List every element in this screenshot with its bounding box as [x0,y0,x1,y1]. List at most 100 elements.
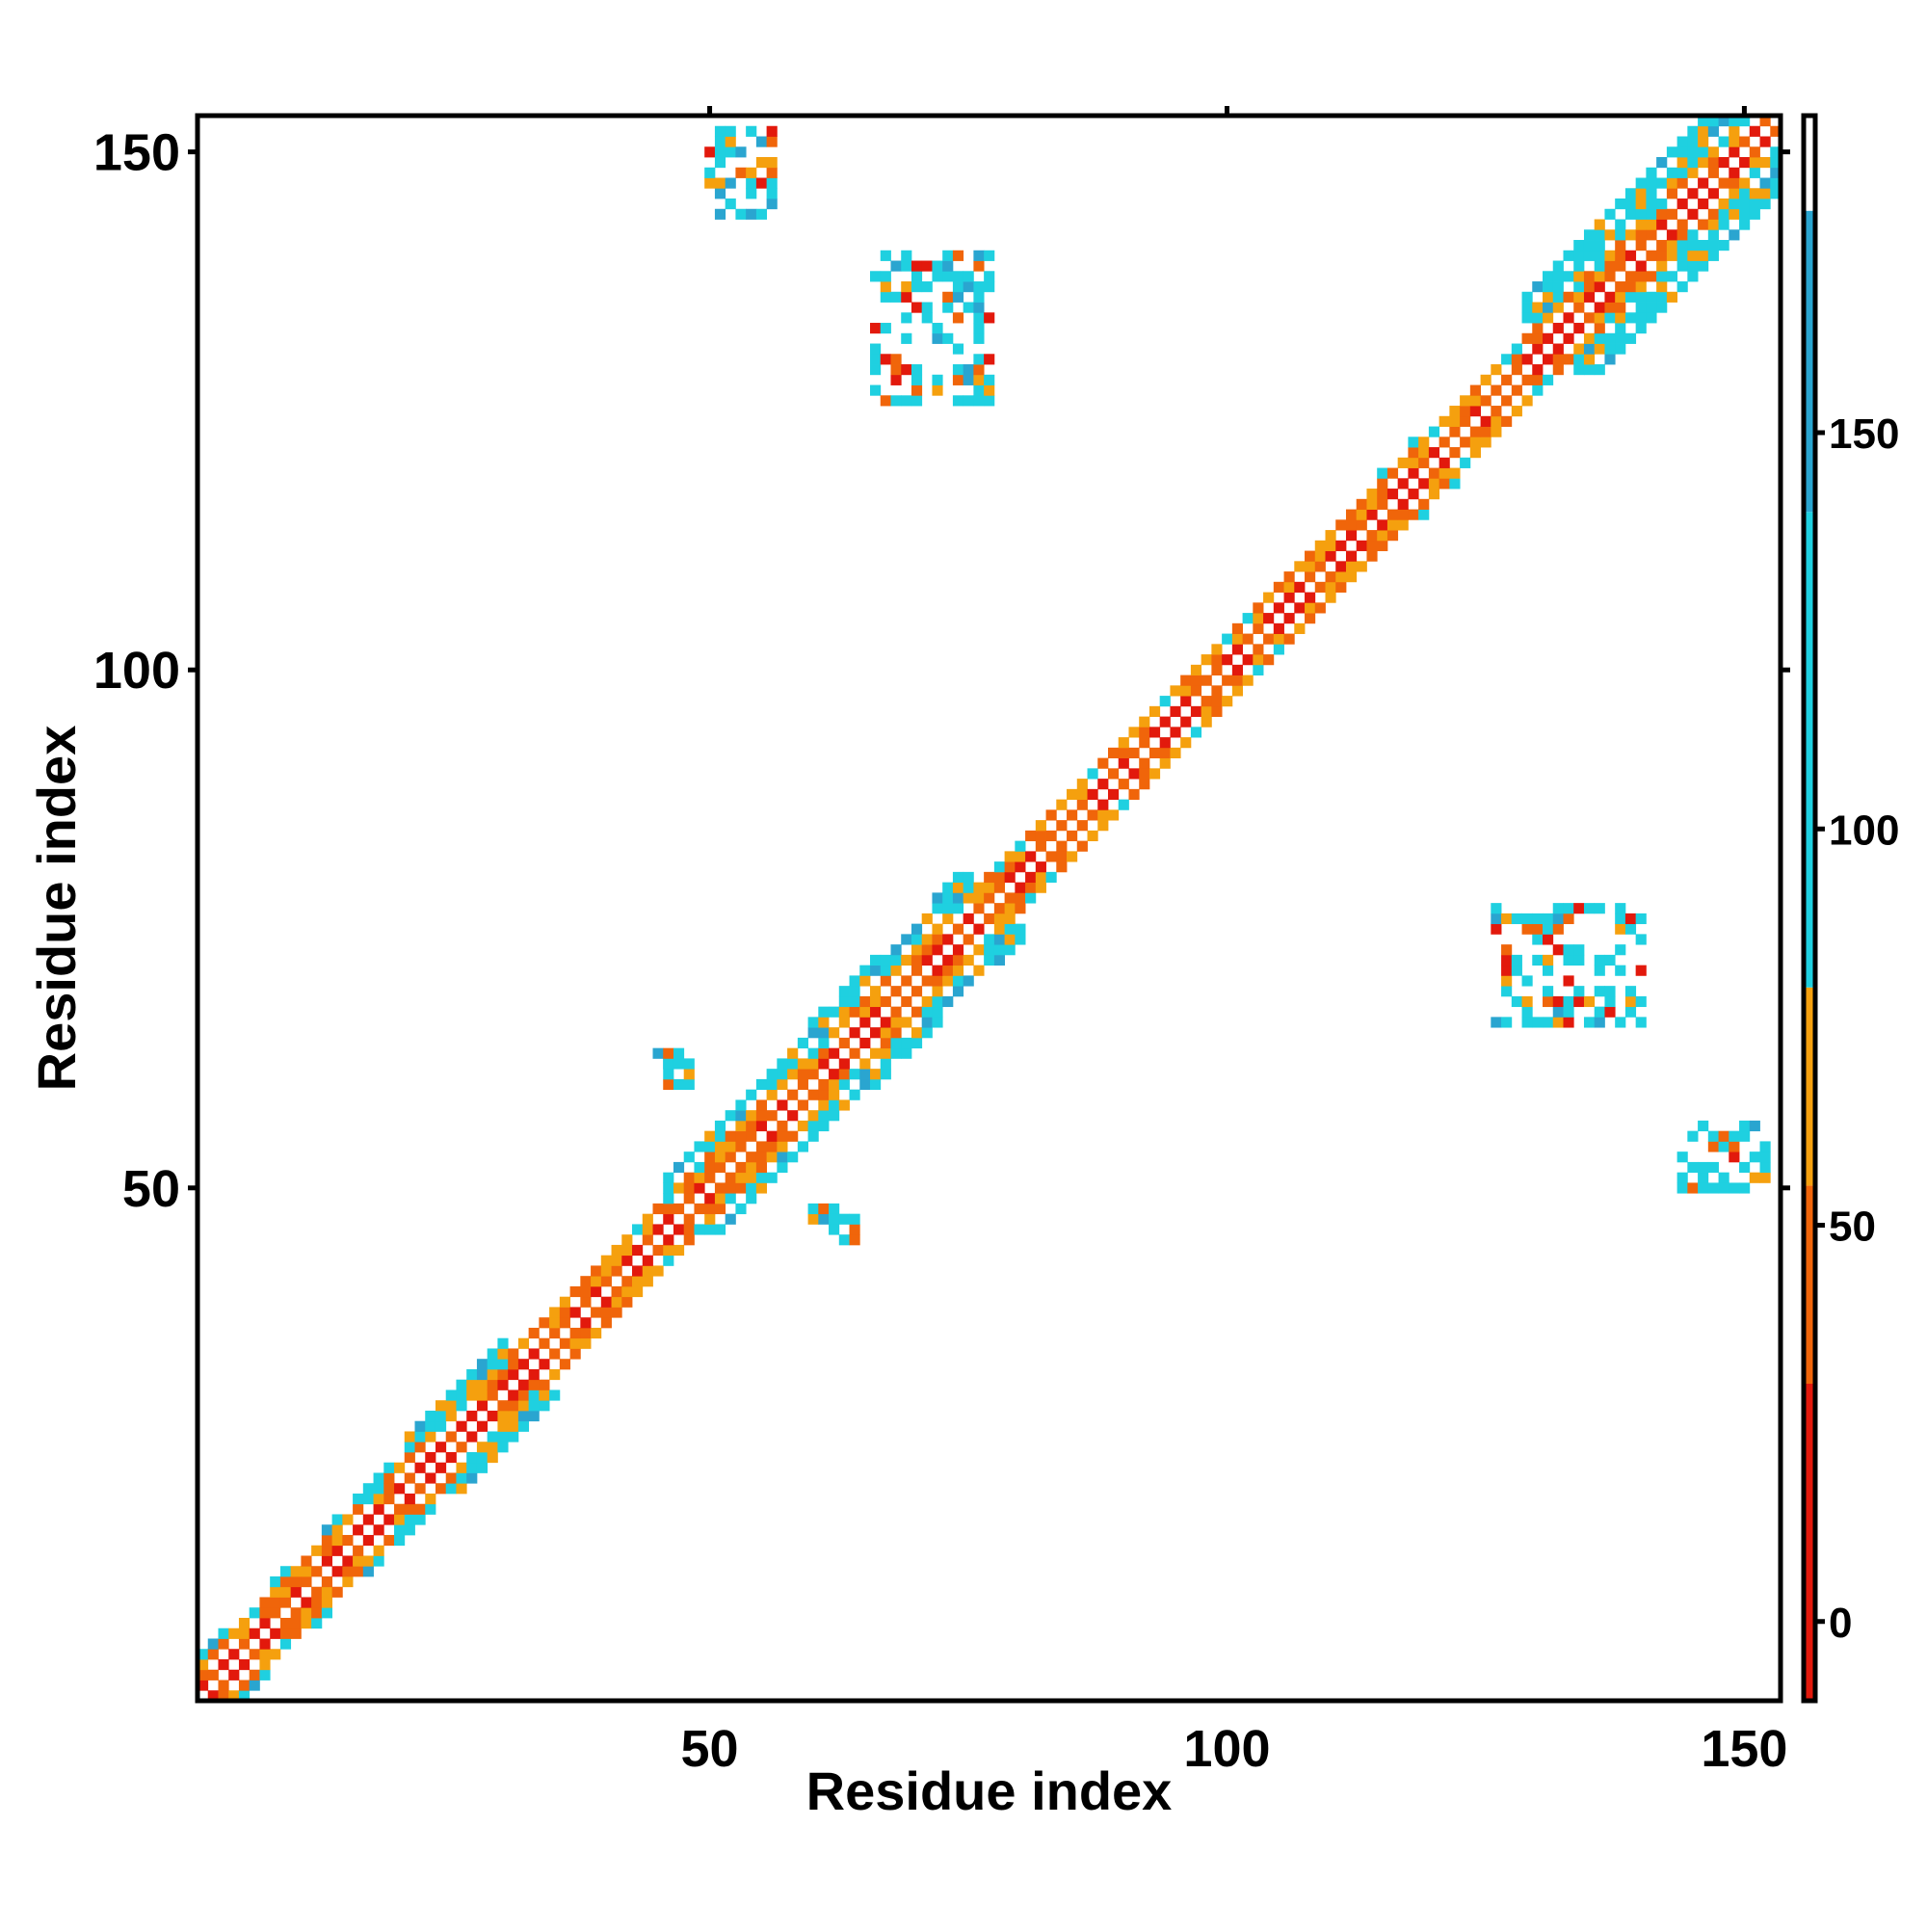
heatmap-cell [870,271,882,282]
heatmap-cell [777,1078,788,1091]
heatmap-cell [1563,332,1574,344]
heatmap-cell [394,1483,406,1495]
heatmap-cell [1335,540,1347,551]
heatmap-cell [973,903,985,914]
heatmap-cell [1604,332,1616,344]
heatmap-cell [1594,271,1605,282]
heatmap-cell [1759,116,1771,127]
heatmap-cell [746,1110,757,1122]
heatmap-cell [569,1348,581,1360]
heatmap-cell [1770,167,1782,178]
heatmap-cell [1749,157,1760,169]
heatmap-cell [797,1141,808,1152]
heatmap-cell [807,1058,819,1070]
heatmap-cell [1604,354,1616,365]
heatmap-cell [279,1586,292,1598]
heatmap-cell [539,1359,550,1370]
heatmap-cell [1211,664,1223,675]
heatmap-cell [1035,882,1046,893]
heatmap-cell [663,1058,674,1070]
heatmap-cell [1377,498,1388,510]
heatmap-cell [921,1027,933,1039]
heatmap-cell [435,1442,447,1453]
heatmap-cell [435,1420,447,1432]
heatmap-cell [1739,1182,1751,1194]
heatmap-cell [714,1130,726,1142]
heatmap-cell [787,1069,799,1080]
heatmap-cell [1583,312,1596,324]
heatmap-cell [766,1130,778,1142]
heatmap-cell [1521,374,1533,385]
heatmap-cell [249,1649,260,1660]
heatmap-cell [1418,437,1430,448]
heatmap-cell [1604,208,1616,220]
heatmap-cell [1749,208,1760,220]
heatmap-cell [1573,995,1585,1008]
heatmap-cell [932,1006,943,1018]
heatmap-cell [1573,343,1585,355]
heatmap-cell [353,1545,364,1556]
heatmap-cell [829,1099,840,1111]
heatmap-cell [1583,291,1596,303]
heatmap-cell [1698,198,1709,210]
heatmap-cell [1707,1130,1719,1142]
heatmap-cell [373,1493,384,1505]
heatmap-cell [1543,954,1554,966]
heatmap-cell [279,1617,292,1629]
heatmap-cell [508,1400,519,1412]
heatmap-cell [1170,727,1181,738]
heatmap-cell [1491,415,1502,427]
heatmap-cell [1646,177,1657,189]
heatmap-cell [1624,995,1637,1008]
heatmap-cell [1543,354,1554,365]
heatmap-cell [1253,613,1264,624]
heatmap-cell [270,1575,281,1588]
heatmap-cell [1759,188,1771,199]
heatmap-cell [1035,861,1046,873]
heatmap-cell [1729,1141,1740,1152]
heatmap-cell [642,1213,653,1225]
heatmap-cell [331,1524,343,1536]
heatmap-cell [1408,489,1419,500]
heatmap-cell [1698,125,1709,137]
heatmap-cell [238,1658,251,1671]
heatmap-cell [290,1586,302,1598]
heatmap-cell [952,271,964,282]
heatmap-cell [787,1058,799,1070]
heatmap-cell [993,954,1006,966]
heatmap-cell [1770,177,1782,189]
heatmap-cell [963,374,974,385]
heatmap-cell [1386,509,1399,520]
heatmap-cell [301,1555,312,1567]
heatmap-cell [1201,705,1212,717]
heatmap-cell [1729,125,1740,137]
heatmap-cell [1707,219,1719,230]
heatmap-cell [818,1213,830,1225]
heatmap-cell [456,1400,467,1412]
heatmap-cell [735,146,747,158]
heatmap-cell [435,1410,447,1422]
heatmap-cell [321,1555,332,1567]
heatmap-cell [1015,923,1026,935]
heatmap-cell [1676,219,1688,230]
heatmap-cell [880,975,891,987]
heatmap-cell [942,271,954,282]
heatmap-cell [1615,965,1626,976]
heatmap-cell [1491,1017,1502,1028]
heatmap-cell [746,1130,757,1142]
heatmap-cell [952,312,964,324]
heatmap-cell [1687,188,1699,199]
heatmap-cell [456,1483,467,1495]
heatmap-cell [517,1379,530,1390]
heatmap-cell [1635,219,1647,230]
heatmap-cell [952,395,964,407]
heatmap-cell [777,1069,788,1080]
heatmap-cell [1718,177,1729,189]
heatmap-cell [228,1628,240,1639]
heatmap-cell [1729,229,1740,241]
heatmap-cell [580,1276,592,1287]
heatmap-cell [1543,986,1554,997]
heatmap-cell [1604,271,1616,282]
heatmap-cell [746,125,757,137]
heatmap-cell [1501,374,1513,385]
